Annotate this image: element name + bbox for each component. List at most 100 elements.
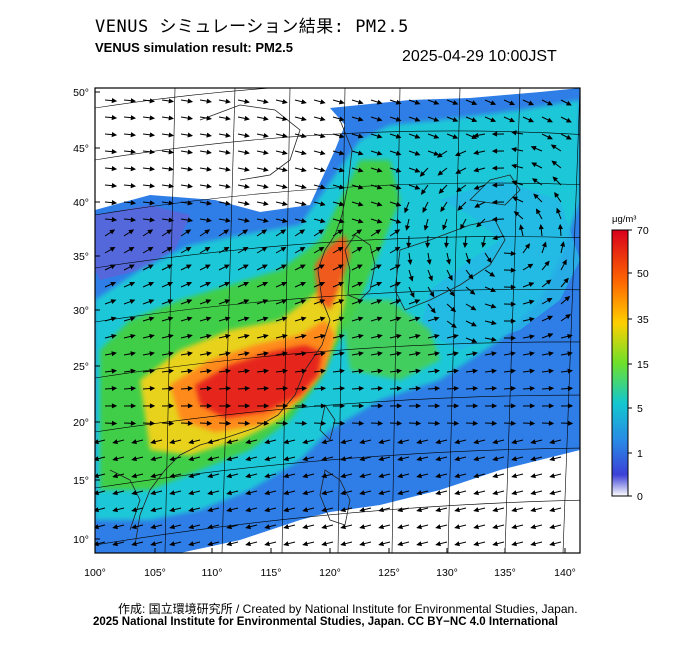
wind-arrow-head [491,199,498,205]
wind-arrow-head [128,229,135,235]
wind-arrow-head [529,299,535,305]
wind-arrow-head [130,420,137,426]
wind-arrow-head [264,456,270,462]
wind-arrow-head [188,507,194,513]
lon-label-130: 130° [436,567,458,579]
wind-arrow-head [302,473,308,479]
wind-arrow-head [149,115,156,121]
wind-arrow-head [511,541,517,547]
wind-arrow-head [282,333,288,339]
wind-arrow-head [186,281,193,287]
wind-arrow-head [244,166,250,172]
wind-arrow-head [283,524,289,530]
wind-arrow-head [397,456,403,462]
wind-arrow-head [456,186,462,193]
wind-arrow-head [302,524,308,530]
wind-arrow-head [225,217,231,223]
wind-arrow-head [453,403,460,409]
wind-arrow-head [377,333,383,339]
colorbar: μg/m³ 70 50 35 15 5 1 0 [611,214,649,503]
wind-arrow-head [434,420,441,426]
wind-arrow-head [415,351,421,357]
wind-arrow-head [167,281,174,287]
wind-arrow-head [282,368,289,374]
wind-arrow-head [473,490,479,496]
wind-arrow-head [510,301,517,307]
wind-arrow-head [185,229,192,235]
wind-arrow-head [111,385,118,392]
wind-arrow-head [472,385,479,392]
wind-arrow-head [150,439,156,445]
wind-arrow-head [416,524,422,530]
wind-arrow-head [225,183,231,189]
wind-arrow-head [429,291,435,298]
wind-arrow-head [404,207,409,214]
wind-arrow-head [242,264,249,270]
wind-vectors [95,98,574,547]
wind-arrow-head [245,456,251,462]
wind-arrow-head [187,183,194,189]
wind-arrow-head [169,541,175,547]
wind-arrow-head [338,218,345,224]
wind-arrow-head [396,333,402,339]
wind-arrow-head [185,246,192,252]
wind-arrow-head [449,290,455,297]
wind-arrow-head [131,456,137,462]
wind-arrow-head [455,169,462,174]
wind-arrow-head [148,316,155,322]
wind-arrow-head [430,307,436,314]
wind-arrow-head [510,368,517,374]
lat-label-30: 30° [73,305,89,317]
wind-arrow-head [130,183,137,189]
wind-arrow-head [528,282,535,287]
wind-arrow-head [357,99,364,105]
wind-arrow-head [358,351,364,357]
wind-arrow-head [111,115,118,121]
wind-arrow-head [263,167,269,172]
wind-arrow-head [454,524,460,530]
wind-arrow-head [206,351,212,357]
wind-arrow-head [476,221,482,228]
wind-arrow-head [457,205,464,211]
wind-arrow-head [529,351,535,357]
wind-arrow-head [511,490,517,496]
wind-arrow-head [95,524,99,530]
wind-arrow-head [282,201,288,207]
wind-arrow-head [359,541,365,547]
wind-arrow-head [491,165,498,171]
wind-arrow-head [129,299,136,305]
wind-arrow-head [395,201,402,207]
wind-arrow-head [356,264,363,270]
wind-arrow-head [206,98,212,104]
wind-arrow-head [511,507,517,513]
wind-arrow-head [406,242,412,249]
wind-arrow-head [531,162,538,168]
wind-arrow-head [544,260,550,267]
wind-arrow-head [357,116,364,122]
wind-arrow-head [245,490,251,496]
wind-arrow-head [168,183,175,189]
wind-arrow-head [320,133,326,139]
wind-arrow-head [111,368,118,374]
wind-arrow-head [472,351,478,357]
wind-arrow-head [460,223,465,230]
lon-label-100: 100° [84,567,106,579]
wind-arrow-head [320,385,327,392]
lat-label-15: 15° [73,475,89,487]
wind-arrow-head [263,351,269,357]
wind-arrow-head [130,115,137,121]
wind-arrow-head [149,403,156,409]
wind-arrow-head [434,403,441,409]
wind-arrow-head [299,246,306,252]
wind-arrow-head [454,507,460,513]
wind-arrow-head [549,473,555,479]
wind-arrow-head [471,100,478,105]
wind-arrow-head [423,225,429,231]
wind-arrow-head [302,456,308,462]
wind-arrow-head [207,541,213,547]
wind-arrow-head [204,246,211,252]
wind-arrow-head [359,524,365,530]
wind-arrow-head [530,456,536,462]
wind-arrow-head [357,299,364,305]
wind-arrow-head [244,98,250,104]
